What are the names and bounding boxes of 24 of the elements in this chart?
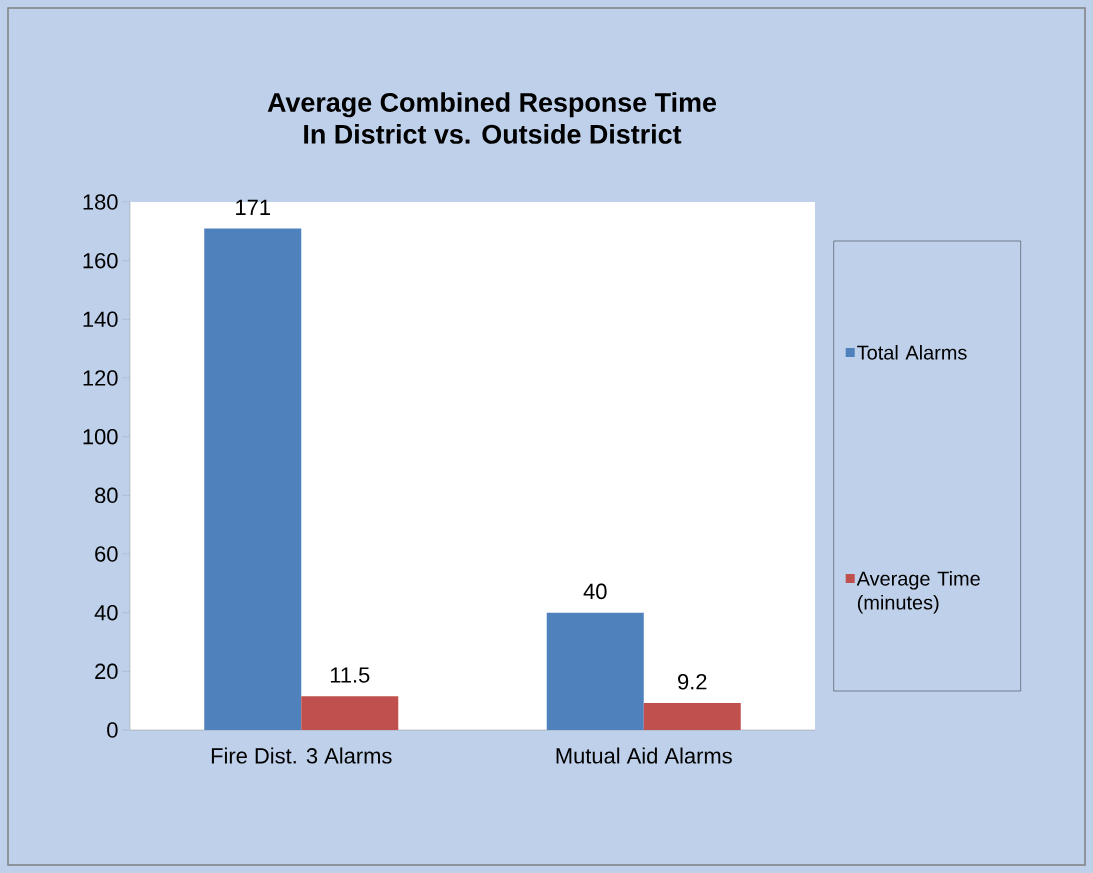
legend-label: Total Alarms	[857, 345, 967, 360]
data-label: 9.2	[678, 673, 707, 690]
bar	[204, 228, 302, 730]
bar	[301, 696, 399, 730]
legend-label: Average Time (minutes)	[856, 571, 980, 614]
y-tick-label: 20	[95, 663, 118, 680]
y-tick-label: 80	[95, 487, 118, 504]
y-tick-label: 180	[83, 194, 118, 210]
y-tick-label: 120	[83, 370, 118, 386]
y-tick-label: 100	[83, 428, 118, 445]
bar	[546, 612, 644, 730]
x-tick-label: Mutual Aid Alarms	[556, 747, 732, 764]
data-label: 11.5	[330, 667, 370, 683]
y-tick-label: 0	[107, 722, 118, 738]
chart-title: Average Combined Response Time	[267, 92, 717, 118]
x-tick-label: Fire Dist. 3 Alarms	[211, 747, 392, 764]
y-tick-label: 140	[83, 311, 118, 328]
y-tick-label: 60	[95, 546, 118, 562]
chart-subtitle: In District vs. Outside District	[304, 124, 682, 144]
y-tick-label: 160	[83, 252, 118, 269]
bar	[643, 703, 741, 730]
y-tick-label: 40	[94, 604, 118, 621]
data-label: 40	[583, 583, 607, 600]
data-label: 171	[236, 199, 270, 215]
